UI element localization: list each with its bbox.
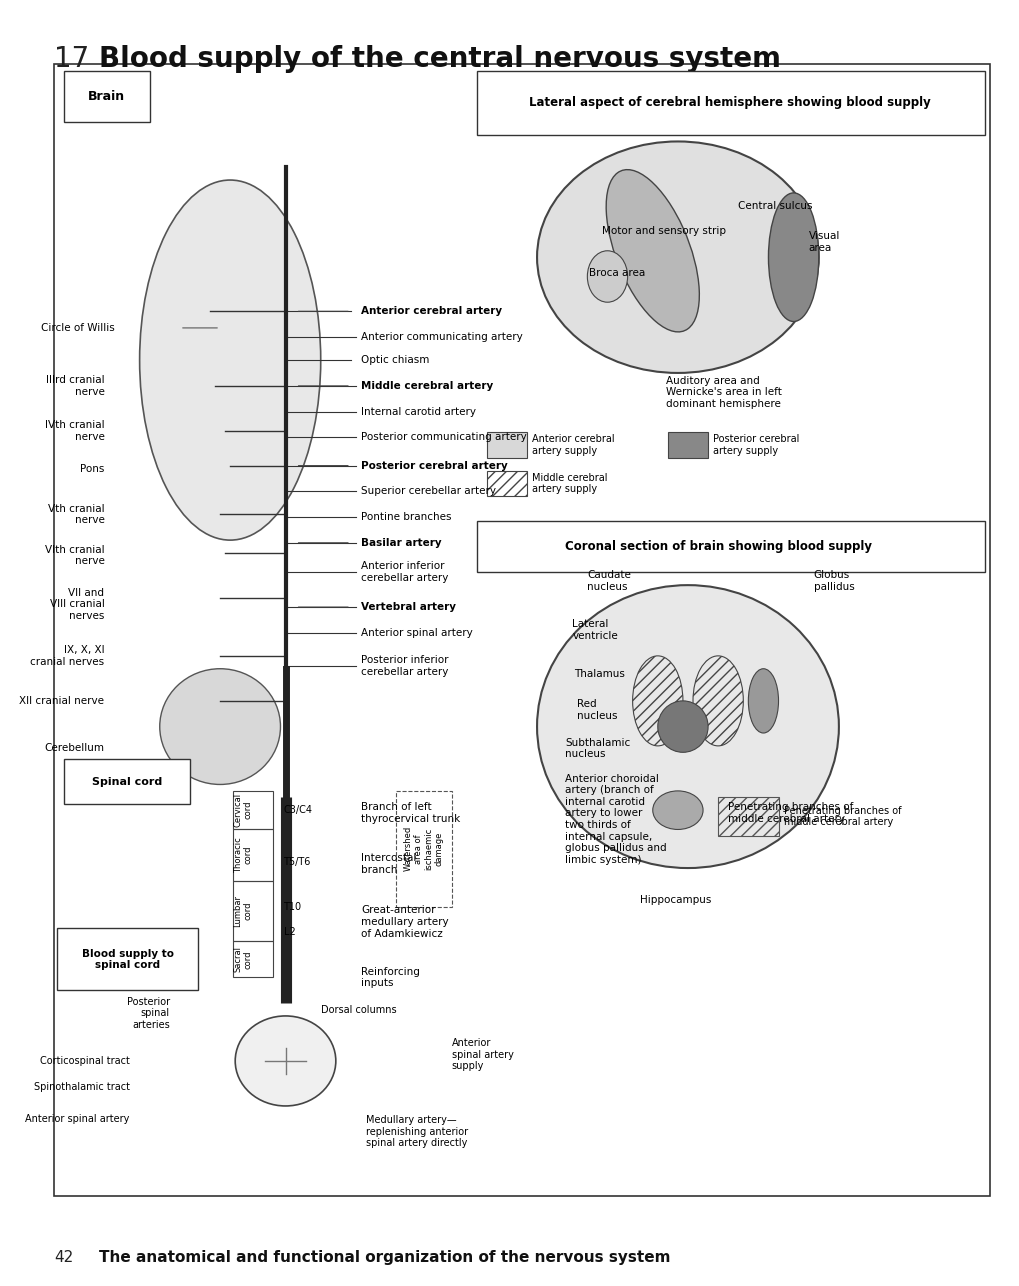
Text: Thoracic
cord: Thoracic cord: [233, 837, 253, 873]
Text: XII cranial nerve: XII cranial nerve: [19, 696, 104, 706]
Text: VIth cranial
nerve: VIth cranial nerve: [45, 545, 104, 566]
Bar: [486, 432, 527, 458]
Text: The anatomical and functional organization of the nervous system: The anatomical and functional organizati…: [99, 1250, 671, 1265]
Text: Penetrating branches of
middle cerebral artery: Penetrating branches of middle cerebral …: [783, 806, 900, 827]
Text: Cervical
cord: Cervical cord: [233, 793, 253, 827]
Text: Cerebellum: Cerebellum: [45, 743, 104, 754]
Text: Spinal cord: Spinal cord: [93, 777, 162, 787]
Ellipse shape: [748, 669, 777, 733]
Text: Posterior cerebral artery: Posterior cerebral artery: [361, 460, 507, 471]
Ellipse shape: [767, 193, 818, 322]
Text: IX, X, XI
cranial nerves: IX, X, XI cranial nerves: [31, 646, 104, 666]
Text: Middle cerebral
artery supply: Middle cerebral artery supply: [532, 473, 607, 494]
Text: Middle cerebral artery: Middle cerebral artery: [361, 381, 493, 391]
Text: Basilar artery: Basilar artery: [361, 538, 441, 548]
Text: Optic chiasm: Optic chiasm: [361, 355, 429, 365]
Text: 17: 17: [54, 45, 90, 73]
FancyBboxPatch shape: [64, 71, 150, 122]
Text: Central sulcus: Central sulcus: [738, 201, 812, 211]
Text: Intercostal
branch: Intercostal branch: [361, 854, 416, 874]
Text: Subthalamic
nucleus: Subthalamic nucleus: [565, 738, 630, 759]
Text: Circle of Willis: Circle of Willis: [41, 323, 114, 333]
Text: Visual
area: Visual area: [808, 231, 840, 252]
FancyBboxPatch shape: [476, 71, 983, 135]
Text: Reinforcing
inputs: Reinforcing inputs: [361, 967, 420, 988]
Bar: [717, 797, 777, 836]
FancyBboxPatch shape: [476, 521, 983, 572]
Text: Dorsal columns: Dorsal columns: [320, 1004, 396, 1015]
Text: Medullary artery—
replenishing anterior
spinal artery directly: Medullary artery— replenishing anterior …: [366, 1115, 468, 1148]
Ellipse shape: [605, 170, 699, 332]
Text: Internal carotid artery: Internal carotid artery: [361, 406, 476, 417]
Text: Anterior
spinal artery
supply: Anterior spinal artery supply: [451, 1038, 513, 1071]
Text: Caudate
nucleus: Caudate nucleus: [587, 571, 631, 592]
Ellipse shape: [652, 791, 702, 829]
Text: Posterior cerebral
artery supply: Posterior cerebral artery supply: [712, 435, 799, 455]
Text: Anterior cerebral
artery supply: Anterior cerebral artery supply: [532, 435, 614, 455]
Bar: [233, 829, 273, 881]
Text: Motor and sensory strip: Motor and sensory strip: [602, 226, 726, 237]
Text: Blood supply to
spinal cord: Blood supply to spinal cord: [82, 949, 173, 970]
Ellipse shape: [160, 669, 280, 784]
Text: Broca area: Broca area: [589, 267, 645, 278]
Bar: [667, 432, 707, 458]
Bar: [54, 64, 988, 1196]
Text: 42: 42: [54, 1250, 73, 1265]
Text: T5/T6: T5/T6: [283, 856, 311, 867]
Text: Anterior communicating artery: Anterior communicating artery: [361, 332, 522, 342]
Text: L2: L2: [283, 927, 294, 937]
Bar: [233, 941, 273, 977]
Text: Brain: Brain: [88, 90, 125, 103]
Text: VII and
VIII cranial
nerves: VII and VIII cranial nerves: [50, 588, 104, 621]
Text: Anterior inferior
cerebellar artery: Anterior inferior cerebellar artery: [361, 562, 448, 583]
Text: Posterior
spinal
arteries: Posterior spinal arteries: [126, 997, 169, 1030]
Text: Vertebral artery: Vertebral artery: [361, 602, 455, 612]
Text: Lateral aspect of cerebral hemisphere showing blood supply: Lateral aspect of cerebral hemisphere sh…: [529, 96, 930, 109]
FancyBboxPatch shape: [57, 928, 198, 990]
Text: Red
nucleus: Red nucleus: [577, 700, 618, 720]
Text: Posterior inferior
cerebellar artery: Posterior inferior cerebellar artery: [361, 656, 448, 676]
Text: Branch of left
thyrocervical trunk: Branch of left thyrocervical trunk: [361, 802, 460, 823]
Text: Anterior choroidal
artery (branch of
internal carotid
artery to lower
two thirds: Anterior choroidal artery (branch of int…: [565, 774, 666, 864]
Text: Pontine branches: Pontine branches: [361, 512, 451, 522]
Text: Anterior cerebral artery: Anterior cerebral artery: [361, 306, 501, 316]
Text: Globus
pallidus: Globus pallidus: [813, 571, 854, 592]
Text: Pons: Pons: [79, 464, 104, 475]
Text: Spinothalamic tract: Spinothalamic tract: [34, 1082, 129, 1092]
FancyBboxPatch shape: [64, 759, 190, 804]
Text: Thalamus: Thalamus: [574, 669, 625, 679]
Text: Superior cerebellar artery: Superior cerebellar artery: [361, 486, 495, 496]
Bar: [233, 791, 273, 829]
Text: Lumbar
cord: Lumbar cord: [233, 895, 253, 927]
Ellipse shape: [537, 141, 818, 373]
Ellipse shape: [657, 701, 707, 752]
Text: Anterior spinal artery: Anterior spinal artery: [361, 628, 472, 638]
Bar: [233, 881, 273, 941]
Text: Penetrating branches of
middle cerebral artery: Penetrating branches of middle cerebral …: [728, 802, 853, 823]
Text: IIIrd cranial
nerve: IIIrd cranial nerve: [46, 376, 104, 396]
Text: Sacral
cord: Sacral cord: [233, 946, 253, 972]
Ellipse shape: [140, 180, 320, 540]
Text: Hippocampus: Hippocampus: [639, 895, 710, 905]
Text: Corticospinal tract: Corticospinal tract: [40, 1056, 129, 1066]
Ellipse shape: [537, 585, 838, 868]
Ellipse shape: [587, 251, 627, 302]
Text: Great-anterior
medullary artery
of Adamkiewicz: Great-anterior medullary artery of Adamk…: [361, 905, 448, 939]
Bar: [395, 791, 451, 907]
Text: Lateral
ventricle: Lateral ventricle: [572, 620, 618, 640]
Text: Coronal section of brain showing blood supply: Coronal section of brain showing blood s…: [565, 540, 871, 553]
Text: C3/C4: C3/C4: [283, 805, 312, 815]
Text: Anterior spinal artery: Anterior spinal artery: [25, 1114, 129, 1124]
Bar: [486, 471, 527, 496]
Text: Blood supply of the central nervous system: Blood supply of the central nervous syst…: [99, 45, 781, 73]
Text: Vth cranial
nerve: Vth cranial nerve: [48, 504, 104, 525]
Text: T10: T10: [283, 901, 302, 912]
Text: Auditory area and
Wernicke's area in left
dominant hemisphere: Auditory area and Wernicke's area in lef…: [665, 376, 781, 409]
Text: Posterior communicating artery: Posterior communicating artery: [361, 432, 526, 442]
Text: Watershed
area of
ischaemic
damage: Watershed area of ischaemic damage: [403, 826, 443, 872]
Text: IVth cranial
nerve: IVth cranial nerve: [45, 421, 104, 441]
Ellipse shape: [235, 1016, 335, 1106]
